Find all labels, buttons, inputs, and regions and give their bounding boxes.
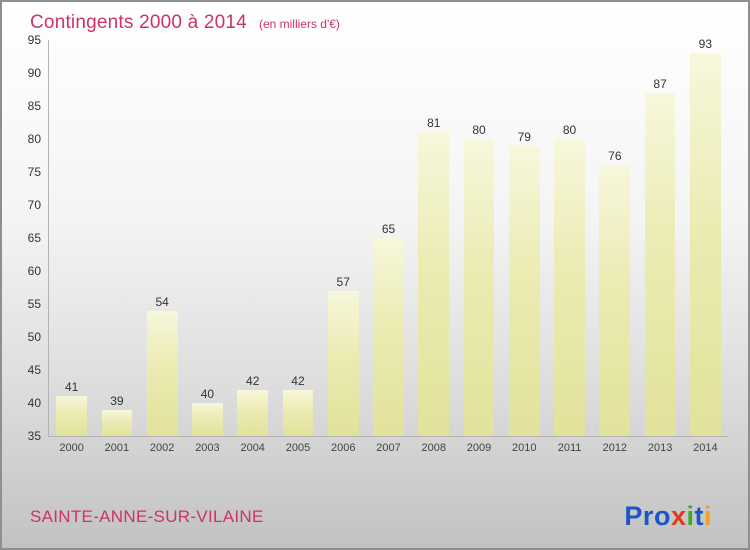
bar-slot-2010: 79 bbox=[502, 40, 547, 436]
logo-letter: t bbox=[694, 501, 704, 531]
bar-slot-2002: 54 bbox=[140, 40, 185, 436]
bar-slot-2014: 93 bbox=[683, 37, 728, 436]
bar-value-label: 39 bbox=[110, 393, 124, 408]
location-label: SAINTE-ANNE-SUR-VILAINE bbox=[30, 506, 264, 526]
plot-area: 41 39 54 40 42 42 57 65 81 80 79 80 76 87 93 bbox=[48, 37, 728, 437]
bar-value-label: 54 bbox=[155, 294, 169, 309]
y-tick-label: 60 bbox=[27, 264, 41, 278]
bar-slot-2001: 39 bbox=[94, 40, 139, 436]
bar-2009 bbox=[463, 139, 495, 436]
y-tick-label: 55 bbox=[27, 296, 41, 311]
bar-slot-2007: 65 bbox=[366, 40, 411, 436]
bar-slot-2005: 42 bbox=[275, 40, 320, 436]
bar-value-label: 87 bbox=[653, 76, 667, 91]
y-axis: 95 90 85 80 75 70 65 60 55 50 45 40 35 bbox=[10, 34, 48, 442]
bar-2013 bbox=[644, 92, 676, 436]
x-tick-label: 2008 bbox=[421, 442, 446, 454]
bar-slot-2008: 81 bbox=[411, 40, 456, 436]
logo-letter: r bbox=[642, 501, 654, 531]
x-tick-label: 2011 bbox=[557, 442, 582, 454]
footer: SAINTE-ANNE-SUR-VILAINE Proxiti bbox=[2, 501, 748, 532]
y-tick-label: 75 bbox=[27, 164, 41, 179]
bar-slot-2006: 57 bbox=[321, 40, 366, 436]
x-tick-label: 2007 bbox=[376, 442, 401, 454]
bar-2003 bbox=[192, 403, 223, 436]
x-tick-label: 2009 bbox=[466, 442, 492, 454]
bar-2007 bbox=[373, 238, 404, 436]
bar-value-label: 57 bbox=[336, 274, 350, 289]
bar-slot-2012: 76 bbox=[592, 40, 637, 436]
y-tick-label: 40 bbox=[27, 396, 41, 410]
chart-area: 95 90 85 80 75 70 65 60 55 50 45 40 35 41 39 54 40 42 42 5… bbox=[2, 34, 748, 454]
bar-value-label: 42 bbox=[246, 373, 260, 388]
x-axis: 2000 2001 2002 2003 2004 2005 2006 2007 2008 2009… bbox=[49, 437, 728, 454]
bar-slot-2011: 80 bbox=[547, 40, 592, 436]
x-tick-label: 2003 bbox=[195, 442, 220, 454]
bar-2006 bbox=[327, 290, 359, 436]
logo-letter: x bbox=[670, 501, 687, 531]
bar-2008 bbox=[418, 132, 450, 436]
y-tick-label: 70 bbox=[27, 198, 41, 212]
x-tick-label: 2013 bbox=[647, 442, 673, 454]
bar-value-label: 81 bbox=[427, 116, 441, 131]
x-tick-label: 2006 bbox=[330, 442, 356, 454]
y-tick-label: 65 bbox=[27, 231, 41, 245]
chart-header: Contingents 2000 à 2014 (en milliers d'€… bbox=[2, 2, 748, 34]
x-tick-label: 2002 bbox=[149, 442, 175, 454]
bar-slot-2003: 40 bbox=[185, 40, 230, 436]
bar-2001 bbox=[101, 409, 133, 436]
bar-2011 bbox=[554, 139, 585, 436]
y-tick-label: 35 bbox=[27, 429, 41, 443]
plot-column: 41 39 54 40 42 42 57 65 81 80 79 80 76 87 93 2000 2001 2… bbox=[48, 37, 728, 454]
y-tick-label: 80 bbox=[27, 132, 41, 146]
bar-slot-2009: 80 bbox=[456, 40, 501, 436]
y-tick-label: 85 bbox=[27, 98, 41, 113]
bar-value-label: 41 bbox=[64, 380, 79, 395]
chart-subtitle: (en milliers d'€) bbox=[258, 17, 340, 31]
bar-value-label: 65 bbox=[381, 222, 396, 236]
logo-letter: P bbox=[624, 501, 643, 531]
bar-2002 bbox=[146, 310, 178, 436]
bar-value-label: 93 bbox=[698, 37, 713, 52]
x-tick-label: 2005 bbox=[285, 442, 311, 454]
bar-slot-2013: 87 bbox=[637, 40, 682, 436]
bar-value-label: 40 bbox=[200, 387, 215, 401]
x-tick-label: 2004 bbox=[240, 442, 265, 454]
y-tick-label: 95 bbox=[27, 33, 41, 47]
proxiti-logo: Proxiti bbox=[624, 501, 712, 532]
bar-value-label: 79 bbox=[517, 129, 531, 144]
y-tick-label: 90 bbox=[27, 65, 41, 80]
y-tick-label: 45 bbox=[27, 363, 41, 377]
logo-letter: o bbox=[653, 501, 671, 531]
bar-slot-2004: 42 bbox=[230, 40, 275, 436]
x-tick-label: 2001 bbox=[104, 442, 130, 454]
y-tick-label: 50 bbox=[27, 330, 41, 344]
bar-2012 bbox=[599, 165, 631, 436]
bar-value-label: 42 bbox=[291, 373, 305, 388]
bar-2000 bbox=[56, 396, 88, 436]
x-tick-label: 2012 bbox=[602, 442, 628, 454]
logo-letter: i bbox=[686, 501, 695, 531]
bar-2004 bbox=[237, 389, 269, 436]
bar-slot-2000: 41 bbox=[49, 40, 94, 436]
bar-2005 bbox=[282, 389, 314, 436]
bar-value-label: 80 bbox=[562, 123, 577, 137]
bar-2010 bbox=[508, 145, 540, 436]
bar-value-label: 80 bbox=[472, 123, 486, 137]
x-tick-label: 2000 bbox=[59, 442, 84, 454]
x-tick-label: 2014 bbox=[693, 442, 718, 454]
logo-letter: i bbox=[703, 501, 712, 531]
plot-grid: 95 90 85 80 75 70 65 60 55 50 45 40 35 41 39 54 40 42 42 5… bbox=[2, 34, 748, 454]
bar-2014 bbox=[689, 53, 721, 436]
bar-value-label: 76 bbox=[608, 149, 622, 164]
x-tick-label: 2010 bbox=[512, 442, 537, 454]
chart-title: Contingents 2000 à 2014 bbox=[30, 12, 247, 33]
